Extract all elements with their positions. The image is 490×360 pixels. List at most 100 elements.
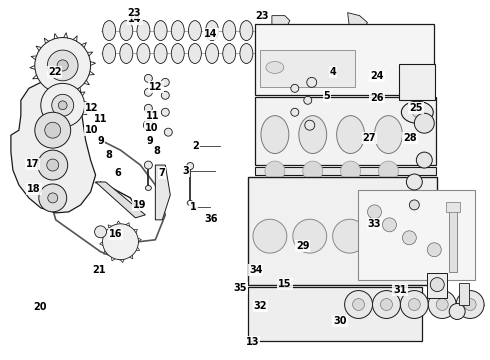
Text: 9: 9: [98, 136, 104, 145]
Bar: [248, 177, 437, 285]
Ellipse shape: [137, 44, 150, 63]
Circle shape: [428, 291, 456, 319]
Ellipse shape: [172, 44, 184, 63]
Circle shape: [409, 200, 419, 210]
Polygon shape: [96, 182, 146, 218]
Circle shape: [406, 174, 422, 190]
Circle shape: [145, 88, 152, 96]
Ellipse shape: [145, 161, 152, 169]
Ellipse shape: [376, 199, 402, 231]
Text: 14: 14: [128, 14, 142, 24]
Circle shape: [291, 84, 299, 92]
Text: 32: 32: [254, 301, 268, 311]
Circle shape: [378, 161, 398, 181]
Circle shape: [161, 78, 169, 86]
Text: 27: 27: [363, 133, 376, 143]
Text: 9: 9: [147, 136, 153, 146]
Ellipse shape: [374, 116, 402, 153]
Text: 23: 23: [127, 8, 141, 18]
Circle shape: [39, 184, 67, 212]
Ellipse shape: [223, 44, 236, 63]
Circle shape: [58, 101, 67, 110]
Circle shape: [413, 107, 422, 117]
Circle shape: [291, 108, 299, 116]
Text: 13: 13: [245, 337, 259, 347]
Circle shape: [144, 120, 153, 130]
Circle shape: [464, 298, 476, 310]
Text: 20: 20: [33, 302, 47, 312]
Circle shape: [47, 159, 59, 171]
Bar: [459, 283, 469, 305]
Circle shape: [333, 219, 367, 253]
Ellipse shape: [240, 21, 253, 41]
Polygon shape: [45, 135, 63, 190]
Text: 17: 17: [26, 159, 39, 169]
Ellipse shape: [240, 44, 253, 63]
Circle shape: [145, 75, 152, 82]
Circle shape: [164, 128, 172, 136]
Circle shape: [102, 224, 138, 260]
Ellipse shape: [337, 116, 365, 153]
Text: 2: 2: [192, 141, 198, 151]
Circle shape: [408, 298, 420, 310]
Circle shape: [415, 113, 434, 133]
Circle shape: [456, 291, 484, 319]
Circle shape: [95, 226, 106, 238]
Circle shape: [48, 50, 78, 81]
Bar: [256, 293, 415, 336]
Circle shape: [372, 291, 400, 319]
Text: 36: 36: [204, 214, 218, 224]
Circle shape: [57, 60, 68, 71]
Circle shape: [293, 219, 327, 253]
Ellipse shape: [120, 44, 133, 63]
Bar: [255, 167, 436, 175]
Ellipse shape: [187, 163, 194, 170]
Circle shape: [161, 108, 169, 116]
Bar: [446, 202, 460, 212]
Text: 8: 8: [105, 150, 112, 160]
Text: 6: 6: [115, 168, 122, 178]
Circle shape: [402, 231, 416, 245]
Ellipse shape: [189, 21, 201, 41]
Polygon shape: [11, 82, 96, 213]
Text: 34: 34: [249, 265, 263, 275]
Bar: [260, 50, 355, 87]
Polygon shape: [272, 15, 290, 31]
Circle shape: [41, 84, 85, 127]
Circle shape: [427, 243, 441, 257]
Circle shape: [383, 218, 396, 232]
Circle shape: [372, 219, 406, 253]
Circle shape: [35, 112, 71, 148]
Circle shape: [48, 193, 58, 203]
Ellipse shape: [187, 201, 193, 206]
Circle shape: [449, 303, 465, 319]
Text: 5: 5: [323, 91, 330, 101]
Text: 24: 24: [370, 71, 384, 81]
Text: 31: 31: [393, 285, 407, 296]
Circle shape: [303, 161, 323, 181]
Bar: [255, 97, 436, 165]
Circle shape: [341, 161, 361, 181]
Text: 11: 11: [146, 111, 159, 121]
Text: 7: 7: [159, 168, 166, 178]
Circle shape: [400, 291, 428, 319]
Ellipse shape: [154, 21, 167, 41]
Text: 1: 1: [191, 202, 197, 212]
Text: 26: 26: [370, 93, 384, 103]
Text: 12: 12: [149, 82, 163, 92]
Text: 33: 33: [368, 219, 381, 229]
Text: 19: 19: [133, 200, 147, 210]
Circle shape: [35, 37, 91, 93]
Ellipse shape: [154, 44, 167, 63]
Ellipse shape: [223, 21, 236, 41]
Bar: [449, 210, 457, 272]
Bar: [255, 24, 434, 95]
Ellipse shape: [137, 21, 150, 41]
Circle shape: [52, 94, 74, 116]
Text: 29: 29: [296, 241, 309, 251]
Circle shape: [161, 91, 169, 99]
Circle shape: [430, 278, 444, 292]
Circle shape: [145, 104, 152, 112]
Ellipse shape: [103, 44, 116, 63]
Circle shape: [265, 161, 285, 181]
